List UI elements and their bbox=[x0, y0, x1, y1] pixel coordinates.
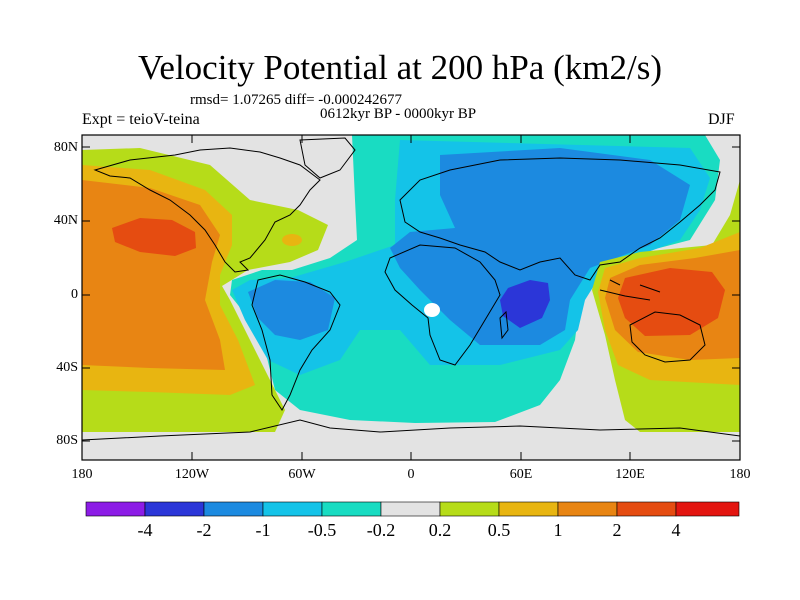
colorbar-swatch bbox=[557, 501, 618, 517]
colorbar-swatch bbox=[380, 501, 441, 517]
colorbar-swatch bbox=[439, 501, 500, 517]
guinea-near-zero bbox=[424, 303, 440, 317]
north-america-coast bbox=[93, 147, 321, 273]
lat-label-80n: 80N bbox=[53, 140, 78, 155]
lat-label-40n: 40N bbox=[53, 213, 78, 228]
lon-label-120w: 120W bbox=[174, 467, 210, 482]
lat-label-0: 0 bbox=[71, 287, 78, 302]
colorbar-label: -0.5 bbox=[307, 520, 337, 540]
colorbar-label: -2 bbox=[196, 520, 212, 540]
axis-ticks bbox=[82, 135, 740, 460]
madagascar-coast bbox=[499, 310, 509, 340]
colorbar-swatch bbox=[144, 501, 205, 517]
colorbar bbox=[85, 501, 740, 517]
lon-label-60e: 60E bbox=[509, 467, 533, 482]
colorbar-swatch bbox=[498, 501, 559, 517]
colorbar-swatch bbox=[321, 501, 382, 517]
colorbar-swatch bbox=[203, 501, 264, 517]
lat-label-80s: 80S bbox=[56, 433, 78, 448]
lon-label-60w: 60W bbox=[288, 467, 316, 482]
colorbar-swatch bbox=[616, 501, 677, 517]
band-neg-1 bbox=[390, 148, 690, 345]
colorbar-label: -1 bbox=[255, 520, 271, 540]
colorbar-label: 4 bbox=[671, 520, 681, 540]
colorbar-swatch bbox=[85, 501, 146, 517]
lon-label-120e: 120E bbox=[615, 467, 645, 482]
colorbar-label: 1 bbox=[553, 520, 563, 540]
band-neg-1-sa bbox=[248, 280, 335, 340]
lat-label-40s: 40S bbox=[56, 360, 78, 375]
antarctica-coast bbox=[82, 419, 740, 441]
band-pos-2-east bbox=[618, 268, 725, 336]
lon-label-0: 0 bbox=[407, 467, 415, 482]
season-label: DJF bbox=[708, 111, 735, 128]
colorbar-label: 0.2 bbox=[428, 520, 452, 540]
coastlines bbox=[82, 137, 740, 441]
contour-field bbox=[82, 135, 740, 460]
band-pos-2-west bbox=[112, 218, 196, 256]
greenland-coast bbox=[299, 137, 356, 179]
experiment-label: Expt = teioV-teina bbox=[82, 111, 200, 128]
south-america-coast bbox=[251, 274, 341, 411]
colorbar-swatch bbox=[675, 501, 740, 517]
colorbar-label: -0.2 bbox=[366, 520, 396, 540]
period-line: 0612kyr BP - 0000kyr BP bbox=[320, 106, 477, 122]
colorbar-label: 0.5 bbox=[487, 520, 511, 540]
australia-coast bbox=[629, 311, 706, 363]
colorbar-swatch bbox=[262, 501, 323, 517]
eurasia-coast bbox=[399, 157, 721, 281]
africa-coast bbox=[384, 244, 501, 366]
stats-line: rmsd= 1.07265 diff= -0.000242677 bbox=[190, 92, 403, 108]
colorbar-label: 2 bbox=[612, 520, 622, 540]
band-neg-2 bbox=[500, 280, 550, 328]
indonesia-coast bbox=[599, 279, 661, 301]
colorbar-label: -4 bbox=[137, 520, 153, 540]
lon-label-180e: 180 bbox=[729, 467, 751, 482]
lon-label-180w: 180 bbox=[71, 467, 93, 482]
chart-title: Velocity Potential at 200 hPa (km2/s) bbox=[138, 48, 662, 87]
atlantic-positive-patch bbox=[282, 234, 302, 246]
